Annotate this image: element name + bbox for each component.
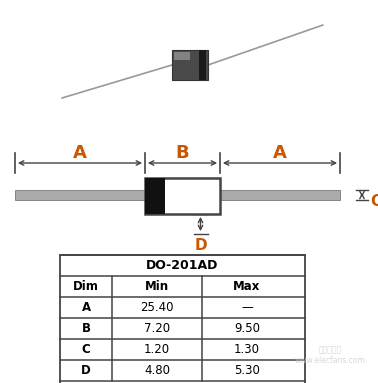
- Text: 1.30: 1.30: [234, 343, 260, 356]
- Text: 9.50: 9.50: [234, 322, 260, 335]
- Bar: [220, 190, 340, 200]
- Bar: [60, 255, 305, 383]
- Text: —: —: [241, 301, 253, 314]
- Text: B: B: [82, 322, 90, 335]
- Text: A: A: [73, 144, 87, 162]
- Text: 5.30: 5.30: [234, 364, 260, 377]
- Text: D: D: [194, 237, 207, 252]
- Text: A: A: [81, 301, 91, 314]
- Text: B: B: [176, 144, 189, 162]
- Text: C: C: [370, 193, 378, 208]
- Text: 电子发烧友
www.elecfans.com: 电子发烧友 www.elecfans.com: [294, 345, 366, 365]
- Text: 7.20: 7.20: [144, 322, 170, 335]
- Text: Max: Max: [233, 280, 261, 293]
- Text: 1.20: 1.20: [144, 343, 170, 356]
- Bar: [145, 178, 220, 214]
- Bar: [199, 50, 206, 80]
- Bar: [172, 50, 208, 80]
- Bar: [174, 52, 190, 60]
- Text: 25.40: 25.40: [140, 301, 174, 314]
- Text: DO-201AD: DO-201AD: [146, 259, 219, 272]
- Text: Min: Min: [145, 280, 169, 293]
- Text: A: A: [273, 144, 287, 162]
- Bar: [15, 190, 145, 200]
- Text: 4.80: 4.80: [144, 364, 170, 377]
- Text: C: C: [82, 343, 90, 356]
- Bar: [145, 178, 165, 214]
- Text: Dim: Dim: [73, 280, 99, 293]
- Text: D: D: [81, 364, 91, 377]
